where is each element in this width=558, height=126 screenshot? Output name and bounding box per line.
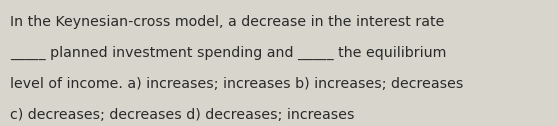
Text: _____ planned investment spending and _____ the equilibrium: _____ planned investment spending and __… <box>10 46 446 60</box>
Text: In the Keynesian-cross model, a decrease in the interest rate: In the Keynesian-cross model, a decrease… <box>10 15 444 29</box>
Text: c) decreases; decreases d) decreases; increases: c) decreases; decreases d) decreases; in… <box>10 108 354 122</box>
Text: level of income. a) increases; increases b) increases; decreases: level of income. a) increases; increases… <box>10 77 463 91</box>
